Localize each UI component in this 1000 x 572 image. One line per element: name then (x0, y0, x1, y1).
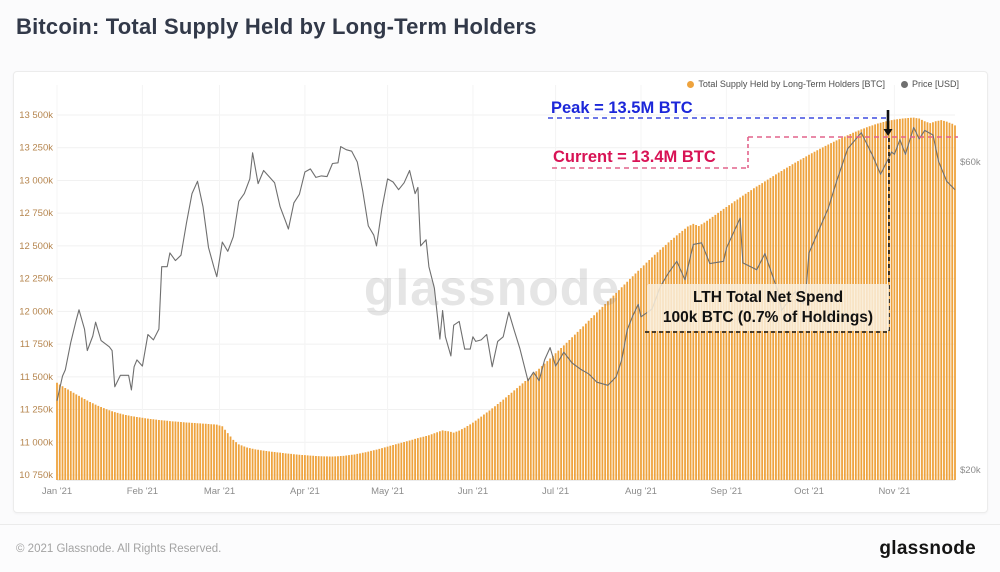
y-axis-label: 11 250k (20, 405, 53, 416)
y-axis-label: 11 000k (20, 437, 53, 448)
y-axis-label: 13 500k (19, 110, 53, 121)
page-title: Bitcoin: Total Supply Held by Long-Term … (16, 14, 537, 39)
price-series-dot-icon (900, 80, 908, 88)
y-axis-label: 12 250k (19, 274, 53, 285)
chart-canvas[interactable]: 13 500k 13 250k 13 000k 12 750k 12 500k 12 25… (14, 72, 986, 512)
current-label: Current = 13.4M BTC (553, 148, 716, 166)
price-line (56, 126, 956, 401)
x-axis-label: Jul '21 (542, 486, 569, 497)
x-axis-label: Sep '21 (710, 486, 742, 497)
arrow-down-head-icon (883, 129, 893, 136)
x-axis-label: Jan '21 (42, 486, 72, 497)
y-axis-label: 11 750k (20, 339, 53, 350)
x-axis-label: Nov '21 (878, 486, 910, 497)
x-axis-label: Mar '21 (204, 486, 235, 497)
y-axis-label: 11 500k (20, 372, 53, 383)
chart-legend: Total Supply Held by Long-Term Holders [… (687, 79, 959, 89)
y-axis-label: 12 000k (19, 306, 53, 317)
y-axis-label: 12 750k (19, 208, 53, 219)
legend-item-price[interactable]: Price [USD] (900, 79, 959, 89)
copyright-text: © 2021 Glassnode. All Rights Reserved. (16, 542, 222, 555)
x-axis-label: Oct '21 (794, 486, 824, 497)
watermark-text: glassnode (364, 260, 620, 316)
price-series-label: Price [USD] (911, 79, 959, 89)
x-axis-label: May '21 (371, 486, 404, 497)
x-axis-label: Apr '21 (290, 486, 320, 497)
y-axis-label: 12 500k (19, 241, 53, 252)
net-spend-box (647, 284, 889, 331)
supply-series-dot-icon (687, 80, 695, 88)
y-axis-label: 10 750k (19, 470, 53, 481)
peak-label: Peak = 13.5M BTC (551, 99, 693, 117)
glassnode-logo: glassnode (879, 537, 976, 559)
footer: © 2021 Glassnode. All Rights Reserved. g… (0, 524, 1000, 572)
x-axis-label: Feb '21 (127, 486, 158, 497)
y-axis-label: 13 000k (19, 175, 53, 186)
net-spend-line2: 100k BTC (0.7% of Holdings) (663, 309, 873, 326)
legend-item-supply[interactable]: Total Supply Held by Long-Term Holders [… (687, 79, 885, 89)
right-axis-label: $60k (960, 157, 981, 168)
right-axis-label: $20k (960, 465, 981, 476)
net-spend-line1: LTH Total Net Spend (693, 289, 843, 306)
y-axis-label: 13 250k (19, 143, 53, 154)
supply-series-label: Total Supply Held by Long-Term Holders [… (698, 79, 885, 89)
chart-card: Total Supply Held by Long-Term Holders [… (13, 71, 988, 513)
x-axis-label: Jun '21 (458, 486, 488, 497)
x-axis-label: Aug '21 (625, 486, 657, 497)
